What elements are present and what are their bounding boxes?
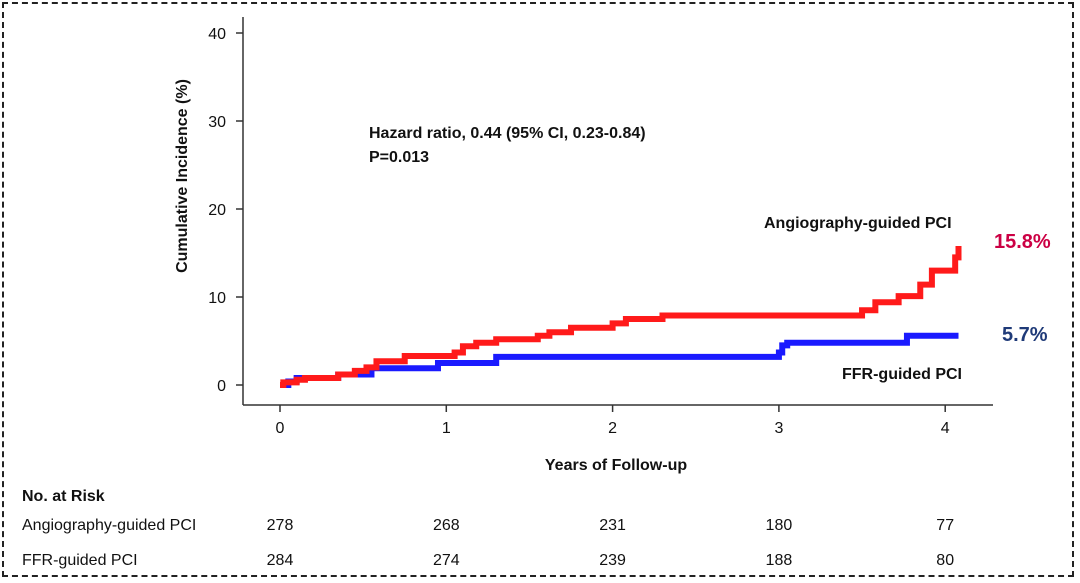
risk-value-cell: 180 bbox=[766, 517, 793, 534]
y-tick-label: 30 bbox=[208, 114, 226, 131]
p-value-text: P=0.013 bbox=[369, 149, 429, 166]
risk-row-label-angiography: Angiography-guided PCI bbox=[22, 517, 196, 534]
dashed-frame bbox=[2, 2, 1074, 577]
series-label-ffr: FFR-guided PCI bbox=[842, 366, 962, 383]
risk-value-cell: 231 bbox=[599, 517, 626, 534]
x-axis-label: Years of Follow-up bbox=[545, 457, 687, 474]
risk-value-cell: 268 bbox=[433, 517, 460, 534]
y-tick-label: 10 bbox=[208, 290, 226, 307]
risk-value-cell: 284 bbox=[267, 552, 294, 569]
x-ticks: 0 1 2 3 4 bbox=[276, 405, 950, 437]
risk-value-cell: 80 bbox=[936, 552, 954, 569]
hazard-ratio-text: Hazard ratio, 0.44 (95% CI, 0.23-0.84) bbox=[369, 125, 646, 142]
risk-table-title: No. at Risk bbox=[22, 488, 105, 505]
x-tick-label: 4 bbox=[941, 420, 950, 437]
angiography-curve bbox=[280, 245, 962, 388]
risk-value-cell: 188 bbox=[766, 552, 793, 569]
x-tick-label: 1 bbox=[442, 420, 451, 437]
y-tick-label: 20 bbox=[208, 202, 226, 219]
end-value-angiography: 15.8% bbox=[994, 231, 1051, 253]
risk-values: 278 268 231 180 77 284 274 239 188 80 bbox=[267, 517, 955, 569]
x-tick-label: 0 bbox=[276, 420, 285, 437]
x-tick-label: 3 bbox=[774, 420, 783, 437]
y-tick-label: 0 bbox=[217, 378, 226, 395]
risk-value-cell: 77 bbox=[936, 517, 954, 534]
risk-row-label-ffr: FFR-guided PCI bbox=[22, 552, 138, 569]
end-value-ffr: 5.7% bbox=[1002, 324, 1048, 346]
risk-value-cell: 278 bbox=[267, 517, 294, 534]
y-axis-label: Cumulative Incidence (%) bbox=[174, 79, 191, 273]
series-layer bbox=[280, 245, 962, 388]
x-tick-label: 2 bbox=[608, 420, 617, 437]
series-label-angiography: Angiography-guided PCI bbox=[764, 215, 952, 232]
y-ticks: 0 10 20 30 40 bbox=[208, 26, 243, 395]
y-tick-label: 40 bbox=[208, 26, 226, 43]
risk-value-cell: 239 bbox=[599, 552, 626, 569]
risk-value-cell: 274 bbox=[433, 552, 460, 569]
